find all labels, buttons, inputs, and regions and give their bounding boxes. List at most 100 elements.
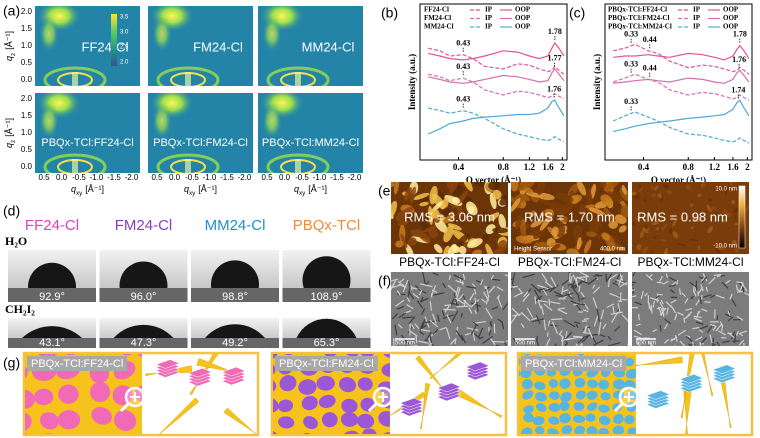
domain-cell — [303, 416, 318, 430]
sem-fiber — [456, 287, 461, 299]
sem-fiber — [693, 317, 703, 322]
afm-grain — [635, 216, 641, 222]
domain-cell — [357, 377, 373, 391]
x-axis-title: Q vector (Å⁻¹) — [466, 175, 521, 185]
schematic-label: PBQx-TCl:MM24-Cl — [525, 358, 622, 370]
molecular-stack — [465, 361, 490, 372]
sem-fiber — [576, 276, 585, 281]
sem-fiber — [578, 285, 581, 293]
sem-fiber — [670, 299, 677, 304]
domain-cell — [534, 381, 546, 391]
afm-grain — [520, 194, 530, 202]
sem-fiber — [738, 339, 745, 346]
sem-fiber — [709, 294, 716, 299]
panel-label: (c) — [569, 5, 585, 21]
afm-grain — [690, 203, 694, 207]
afm-grain — [659, 238, 667, 242]
sample-name: FM24-Cl — [115, 217, 173, 234]
sem-fiber — [561, 278, 570, 286]
sem-fiber — [411, 344, 418, 346]
domain-cell — [561, 425, 573, 434]
sem-fiber — [593, 315, 599, 327]
sem-fiber — [476, 301, 479, 312]
sem-fiber — [410, 285, 413, 291]
sem-fiber — [455, 286, 459, 297]
sem-fiber — [489, 337, 496, 346]
afm-grain — [442, 245, 451, 254]
afm-grain — [434, 244, 443, 254]
domain-cell — [25, 412, 32, 432]
sem-fiber — [391, 278, 399, 282]
afm-grain — [520, 246, 532, 254]
fiber — [420, 383, 431, 430]
sem-fiber — [694, 336, 703, 341]
afm-grain — [530, 219, 543, 228]
magnifier-handle — [367, 401, 379, 413]
sem-fiber — [607, 335, 612, 341]
sem-fiber — [448, 275, 451, 280]
sem-fiber — [715, 294, 725, 299]
sem-fiber — [441, 310, 445, 317]
legend-label: OOP — [723, 14, 739, 22]
afm-grain — [732, 240, 737, 245]
axis-title: qxy [Å⁻¹] — [71, 184, 104, 197]
sem-fiber — [614, 273, 621, 283]
sem-fiber — [700, 337, 707, 344]
series-line — [613, 99, 750, 132]
sem-fiber — [420, 329, 431, 332]
peak-label: 0.43 — [456, 94, 470, 103]
sem-fiber — [659, 275, 663, 282]
y-tick-label: 0.5 — [21, 58, 33, 67]
panel-label: (d) — [3, 203, 20, 219]
domain-cell — [273, 396, 279, 413]
sem-fiber — [632, 289, 635, 292]
sem-fiber — [705, 286, 709, 292]
sem-fiber — [648, 273, 653, 278]
molecular-stack — [436, 382, 462, 393]
sem-fiber — [418, 340, 429, 344]
sem-fiber — [555, 294, 563, 298]
sem-fiber — [652, 300, 656, 308]
sem-fiber — [580, 296, 586, 301]
domain-cell — [382, 354, 390, 358]
sem-fiber — [719, 321, 724, 327]
afm-grain — [413, 192, 430, 201]
x-tick-label: 1.2 — [709, 162, 721, 172]
sem-fiber — [689, 281, 698, 288]
domain-cell — [532, 416, 545, 426]
afm-grain — [603, 182, 620, 192]
axis-title: qz [Å⁻¹] — [4, 118, 17, 148]
sem-fiber — [693, 290, 697, 297]
afm-grain — [642, 227, 649, 234]
sem-fiber — [582, 331, 591, 335]
sem-fiber — [523, 291, 529, 298]
y-tick-label: 0.0 — [21, 75, 33, 84]
domain-cell — [627, 427, 636, 434]
sem-fiber — [708, 276, 716, 285]
sem-fiber — [720, 274, 726, 277]
afm-grain — [393, 182, 400, 195]
molecular-stack — [679, 373, 704, 384]
sem-fiber — [490, 274, 495, 280]
afm-grain — [555, 192, 574, 203]
domain-cell — [559, 400, 570, 412]
substrate — [191, 338, 279, 348]
sem-fiber — [512, 337, 518, 346]
sem-fiber — [592, 297, 598, 309]
sem-fiber — [496, 286, 504, 292]
afm-grain — [715, 248, 723, 254]
legend-label: IP — [485, 14, 493, 22]
sem-fiber — [670, 305, 677, 314]
sem-fiber — [418, 290, 423, 296]
y-tick-label: 1.5 — [21, 24, 33, 33]
sem-fiber — [702, 273, 708, 282]
afm-image — [511, 182, 628, 254]
x-tick-label: -0.5 — [185, 173, 199, 182]
magnifier-plus — [130, 392, 140, 402]
sem-fiber — [736, 290, 745, 293]
sem-fiber — [460, 312, 463, 318]
domain-cell — [600, 392, 611, 401]
afm-grain — [654, 233, 659, 238]
domain-cell — [548, 416, 560, 425]
packing-schematic — [389, 354, 503, 430]
